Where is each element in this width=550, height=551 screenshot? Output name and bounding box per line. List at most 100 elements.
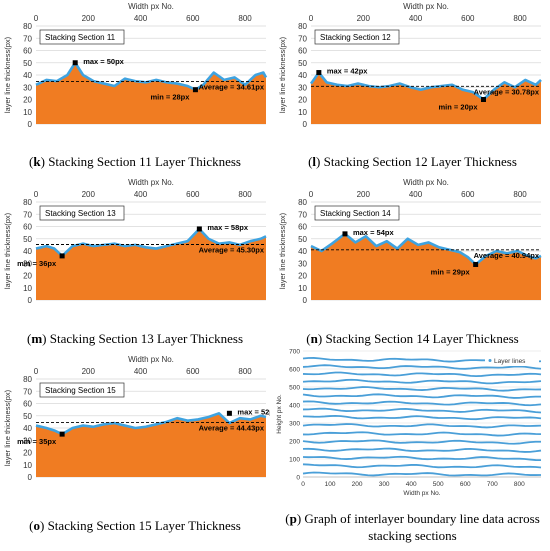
x-tick-label: 800: [238, 367, 252, 376]
y-tick-label: 20: [298, 272, 307, 281]
chart-panel-n: Width px No. 0 200 400 600 800 0 10 20 30 40 50 60 70…: [275, 176, 545, 326]
max-label: max = 50px: [83, 57, 124, 66]
y-tick-label: 10: [23, 284, 32, 293]
caption-p: (p) Graph of interlayer boundary line da…: [285, 511, 540, 543]
x-axis-title: Width px No.: [403, 490, 440, 497]
layer-line: [302, 431, 542, 437]
chart-panel-l: Width px No. 0 200 400 600 800 0 10 20 30 40 50 60 70…: [275, 0, 545, 150]
section-label: Stacking Section 15: [45, 386, 116, 395]
layer-line: [302, 471, 542, 477]
x-tick-label: 200: [357, 14, 371, 23]
y-axis-title: layer line thickness(px): [278, 36, 287, 113]
x-tick-label: 300: [379, 481, 390, 488]
x-tick-label: 500: [433, 481, 444, 488]
x-tick-label: 400: [134, 14, 148, 23]
y-tick-label: 20: [23, 96, 32, 105]
min-label: min = 29px: [431, 267, 471, 276]
section-label-box: [39, 29, 125, 45]
thickness-chart-m: Width px No. 0 200 400 600 800 0 10 20 30 40 50 60 70…: [3, 178, 267, 305]
y-tick-label: 400: [289, 403, 300, 410]
y-axis-title: layer line thickness(px): [3, 212, 12, 289]
section-label: Stacking Section 13: [45, 209, 116, 218]
y-axis-title: Height px No.: [276, 394, 283, 434]
y-tick-label: 40: [298, 247, 307, 256]
y-tick-label: 80: [298, 198, 307, 207]
y-tick-label: 70: [298, 210, 307, 219]
y-tick-label: 10: [23, 108, 32, 117]
min-marker: [59, 431, 65, 437]
y-tick-label: 20: [23, 272, 32, 281]
y-tick-label: 70: [23, 210, 32, 219]
x-tick-label: 200: [82, 14, 96, 23]
y-tick-label: 100: [289, 457, 300, 464]
section-label: Stacking Section 11: [45, 33, 116, 42]
caption-k: (k) Stacking Section 11 Layer Thickness: [29, 154, 241, 169]
x-tick-label: 800: [238, 190, 252, 199]
x-tick-label: 600: [461, 190, 475, 199]
layer-line: [302, 463, 542, 469]
x-tick-label: 800: [513, 190, 527, 199]
chart-panel-o: Width px No. 0 200 400 600 800 0 10 20 30 40 50 60 70…: [0, 353, 270, 503]
min-label: min = 28px: [150, 93, 190, 102]
layer-line: [302, 400, 542, 407]
thickness-chart-n: Width px No. 0 200 400 600 800 0 10 20 30 40 50 60 70…: [278, 178, 542, 305]
average-label: Average = 40.94px: [474, 251, 540, 260]
y-tick-label: 40: [23, 71, 32, 80]
max-marker: [316, 70, 322, 76]
x-tick-label: 0: [301, 481, 305, 488]
max-label: max = 52px: [237, 407, 270, 416]
thickness-chart-k: Width px No. 0 200 400 600 800 0 10 20 30 40 50 60 70…: [3, 2, 268, 129]
legend-label: Layer lines: [494, 358, 526, 365]
y-tick-label: 0: [296, 475, 300, 482]
x-tick-label: 700: [487, 481, 498, 488]
layer-line: [302, 455, 542, 462]
max-label: max = 58px: [207, 223, 248, 232]
y-tick-label: 600: [289, 367, 300, 374]
max-marker: [196, 226, 202, 232]
y-tick-label: 200: [289, 439, 300, 446]
x-tick-label: 100: [325, 481, 336, 488]
thickness-line: [35, 227, 267, 258]
x-axis-title: Width px No.: [403, 2, 449, 11]
caption-o: (o) Stacking Section 15 Layer Thickness: [29, 518, 241, 533]
thickness-line: [309, 71, 542, 101]
y-tick-label: 40: [23, 424, 32, 433]
y-tick-label: 50: [298, 235, 307, 244]
y-axis-title: layer line thickness(px): [3, 36, 12, 113]
y-tick-label: 80: [298, 22, 307, 31]
x-tick-label: 0: [309, 190, 314, 199]
y-tick-label: 70: [23, 387, 32, 396]
section-label-box: [39, 205, 125, 221]
layer-line: [302, 439, 542, 445]
y-axis-title: layer line thickness(px): [278, 212, 287, 289]
section-label-box: [39, 382, 125, 398]
layer-line: [302, 393, 542, 399]
y-tick-label: 700: [289, 349, 300, 356]
layer-line: [302, 364, 542, 370]
chart-panel-k: Width px No. 0 200 400 600 800 0 10 20 30 40 50 60 70…: [0, 0, 270, 150]
x-tick-label: 400: [134, 190, 148, 199]
x-tick-label: 0: [34, 190, 39, 199]
y-tick-label: 30: [298, 83, 307, 92]
min-label: min = 36px: [17, 259, 57, 268]
legend-marker: [488, 359, 492, 362]
section-label: Stacking Section 12: [320, 33, 391, 42]
thickness-line: [310, 232, 542, 266]
layer-line: [302, 423, 542, 429]
min-marker: [59, 253, 65, 259]
y-tick-label: 60: [23, 47, 32, 56]
average-label: Average = 45.30px: [199, 246, 265, 255]
layer-line: [302, 378, 542, 385]
chart-panel-p: 0 100 200 300 400 500 600 700 0 100 200 300 400 500 60…: [275, 345, 545, 505]
y-tick-label: 0: [28, 120, 33, 129]
min-marker: [481, 97, 486, 102]
x-axis-title: Width px No.: [128, 355, 174, 364]
y-tick-label: 0: [28, 296, 33, 305]
y-tick-label: 0: [303, 120, 308, 129]
y-tick-label: 30: [23, 436, 32, 445]
thickness-chart-o: Width px No. 0 200 400 600 800 0 10 20 30 40 50 60 70…: [3, 355, 270, 482]
y-tick-label: 0: [28, 473, 33, 482]
y-tick-label: 300: [289, 421, 300, 428]
max-label: max = 42px: [327, 67, 368, 76]
y-axis-title: layer line thickness(px): [3, 389, 12, 466]
